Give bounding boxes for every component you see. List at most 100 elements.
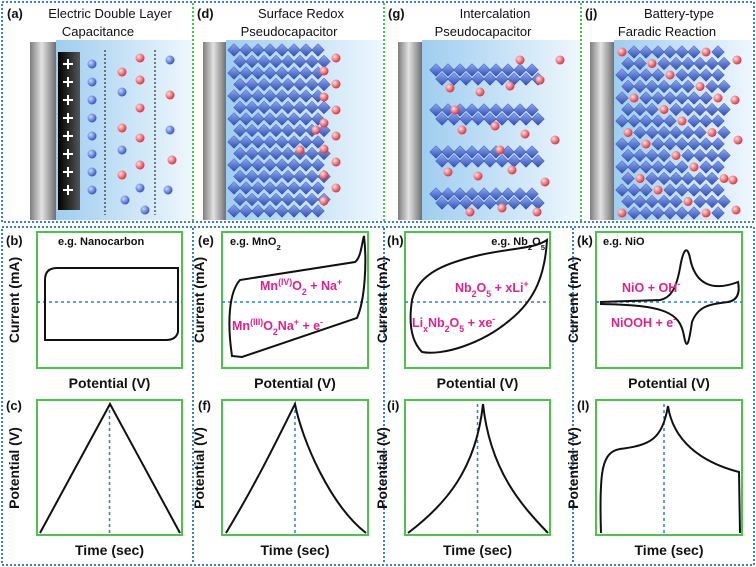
lattice-unit xyxy=(501,187,515,201)
formula-part: 2 xyxy=(472,289,477,299)
lattice-unit xyxy=(263,158,277,172)
lattice-unit xyxy=(239,158,253,172)
lattice-unit xyxy=(687,137,701,151)
lattice-unit xyxy=(519,196,533,210)
lattice-unit xyxy=(489,63,503,77)
lattice-unit xyxy=(657,79,671,94)
lattice-unit xyxy=(711,160,725,174)
lattice-unit xyxy=(239,112,253,126)
lattice-unit xyxy=(525,187,539,201)
lattice-unit xyxy=(531,112,545,126)
lattice-unit xyxy=(717,194,731,209)
formula-part: + xyxy=(523,279,528,289)
formula-part: + e xyxy=(299,319,320,333)
panel-label: (f) xyxy=(198,398,211,413)
formula-part: Mn xyxy=(232,319,250,333)
lattice-unit xyxy=(441,103,455,117)
lattice-unit xyxy=(669,56,683,71)
formula-part: Nb xyxy=(428,316,445,330)
lattice-unit xyxy=(645,194,659,209)
formula: e.g. Nanocarbon xyxy=(58,236,144,248)
cation xyxy=(532,207,542,217)
lattice-unit xyxy=(465,187,479,201)
lattice-unit xyxy=(275,112,289,126)
cation xyxy=(167,155,177,165)
lattice-unit xyxy=(299,89,313,103)
lattice-unit xyxy=(699,137,713,151)
cation xyxy=(135,53,145,63)
y-axis-label: Potential (V) xyxy=(191,427,207,509)
lattice-unit xyxy=(317,100,331,115)
lattice-unit xyxy=(263,135,277,149)
cation xyxy=(647,59,657,68)
lattice-unit xyxy=(317,77,331,92)
lattice-unit xyxy=(269,77,283,92)
formula-part: Mn xyxy=(260,279,278,293)
lattice-unit xyxy=(251,204,265,218)
cv-curve xyxy=(44,267,179,341)
lattice-unit xyxy=(639,206,653,220)
lattice-unit xyxy=(531,196,545,210)
lattice-unit xyxy=(651,114,665,128)
lattice-unit xyxy=(621,148,635,163)
cation xyxy=(311,125,321,135)
cv-frame xyxy=(595,231,743,369)
anion xyxy=(87,149,97,159)
lattice-unit xyxy=(233,54,247,69)
cation xyxy=(683,197,693,206)
lattice-unit xyxy=(699,114,713,128)
y-axis-label: Current (mA) xyxy=(565,257,581,343)
cation xyxy=(659,105,669,114)
cation xyxy=(331,105,341,115)
formula-part: 5 xyxy=(486,289,491,299)
cation xyxy=(117,123,127,133)
lattice-unit xyxy=(477,103,491,117)
lattice-unit xyxy=(251,181,265,195)
cation xyxy=(331,79,341,89)
lattice-unit xyxy=(251,43,265,57)
lattice-unit xyxy=(465,103,479,117)
anion xyxy=(87,131,97,141)
lattice-unit xyxy=(663,183,677,197)
lattice-unit xyxy=(269,100,283,115)
lattice-unit xyxy=(633,102,647,117)
lattice-unit xyxy=(717,102,731,117)
lattice-unit xyxy=(699,91,713,105)
cation xyxy=(135,103,145,113)
lattice-unit xyxy=(657,194,671,209)
lattice-unit xyxy=(627,160,641,174)
lattice-unit xyxy=(287,181,301,195)
cation xyxy=(730,95,740,105)
lattice-unit xyxy=(717,148,731,163)
anion xyxy=(117,145,127,155)
lattice-unit xyxy=(525,63,539,77)
lattice-unit xyxy=(239,89,253,103)
lattice-unit xyxy=(687,68,701,82)
lattice-unit xyxy=(287,89,301,103)
lattice-unit xyxy=(687,91,701,105)
lattice-unit xyxy=(519,72,533,86)
formula-part: - xyxy=(492,314,495,324)
lattice-unit xyxy=(311,43,325,57)
y-axis-label: Current (mA) xyxy=(191,257,207,343)
lattice-unit xyxy=(669,171,683,186)
cation xyxy=(689,162,699,172)
lattice-unit xyxy=(251,89,265,103)
lattice-unit xyxy=(299,204,313,218)
x-axis-label: Potential (V) xyxy=(69,375,151,391)
lattice-unit xyxy=(651,137,665,151)
lattice-unit xyxy=(459,72,473,86)
lattice-unit xyxy=(669,79,683,94)
lattice-unit xyxy=(633,79,647,94)
lattice-unit xyxy=(615,137,629,151)
lattice-unit xyxy=(669,125,683,140)
formula: e.g. NiO xyxy=(603,236,645,248)
lattice-unit xyxy=(717,79,731,94)
formula-part: + xLi xyxy=(491,281,523,295)
lattice-unit xyxy=(687,183,701,197)
lattice-unit xyxy=(281,100,295,115)
lattice-unit xyxy=(519,112,533,126)
lattice-unit xyxy=(681,79,695,94)
formula-part: 2 xyxy=(528,243,532,252)
panel-label: (h) xyxy=(387,233,404,248)
